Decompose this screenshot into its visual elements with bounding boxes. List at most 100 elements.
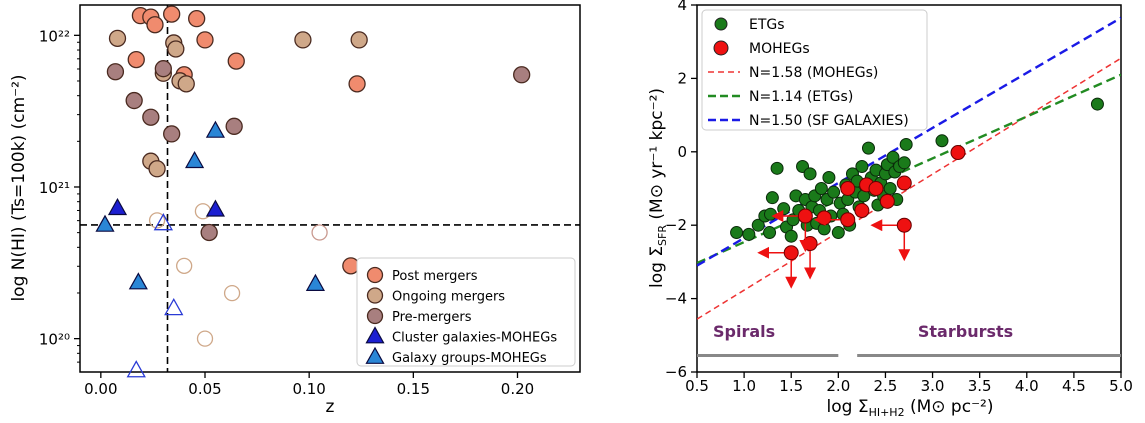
x-tick-label: 0.15: [397, 380, 430, 398]
data-point: [225, 117, 243, 135]
data-point: [127, 50, 145, 69]
etg-point: [751, 218, 765, 232]
moheg-point: [896, 175, 912, 191]
etg-point: [784, 229, 798, 243]
data-point: [146, 16, 164, 34]
data-point: [205, 199, 225, 217]
right-legend-items: ETGs MOHEGs N=1.58 (MOHEGs) N=1.14 (ETGs) N=…: [708, 17, 909, 129]
legend-label: ETGs: [749, 17, 785, 33]
right-plot-frame: [696, 4, 1122, 373]
x-tick-label: 4.5: [1062, 377, 1086, 395]
etg-point: [861, 141, 875, 155]
left-plot-frame: [79, 4, 581, 373]
legend-label: N=1.58 (MOHEGs): [749, 65, 878, 81]
fit-line: [697, 57, 1121, 320]
right-panel: Spirals Starbursts 0.5 1.0 1.5 2.0 2.5 3.0 3.5 4…: [647, 0, 1133, 419]
data-point: [311, 224, 328, 241]
etg-point: [730, 226, 744, 240]
data-point: [348, 75, 366, 93]
left-markers: [95, 5, 531, 378]
data-point: [305, 273, 325, 291]
right-y-axis-label: log ΣSFR (M⊙ yr⁻¹ kpc⁻²): [647, 88, 669, 288]
etg-point: [897, 156, 911, 170]
etg-point: [1090, 97, 1104, 111]
etg-point: [822, 170, 836, 184]
etg-point: [855, 159, 869, 173]
data-point: [148, 160, 166, 178]
etg-point: [814, 182, 828, 195]
right-x-axis-label: log ΣHI+H2 (M⊙ pc⁻²): [827, 397, 994, 419]
y-tick-label: 10²¹: [39, 179, 70, 197]
data-point: [177, 75, 195, 93]
legend-marker: [366, 266, 384, 284]
data-point: [196, 330, 214, 347]
data-point: [167, 40, 185, 58]
x-tick-label: 0.00: [84, 380, 117, 398]
data-point: [188, 9, 206, 28]
legend-label: Cluster galaxies-MOHEGs: [392, 331, 557, 346]
etg-point: [803, 167, 817, 181]
data-point: [294, 31, 312, 49]
etg-point: [883, 182, 897, 195]
data-point: [350, 31, 368, 49]
data-point: [126, 360, 146, 378]
right-legend-box: [701, 9, 928, 131]
legend-marker: [714, 17, 728, 31]
x-tick-label: 2.5: [874, 377, 898, 395]
moheg-point: [840, 181, 856, 196]
moheg-point: [896, 217, 912, 233]
left-x-axis-label: z: [326, 397, 335, 417]
etg-point: [899, 137, 913, 151]
data-point: [128, 272, 148, 290]
y-tick-label: −2: [665, 216, 687, 234]
etg-markers: [730, 97, 1104, 243]
left-y-axis-label: log N(HI) (Ts=100k) (cm⁻²): [9, 74, 29, 301]
starbursts-label: Starbursts: [918, 322, 1013, 341]
spirals-label: Spirals: [713, 322, 775, 341]
y-tick-label: −6: [665, 363, 687, 381]
x-tick-label: 0.05: [188, 380, 221, 398]
etg-point: [770, 161, 784, 175]
y-tick-label: 10²²: [39, 27, 70, 45]
data-point: [148, 212, 166, 229]
right-ticks: 0.5 1.0 1.5 2.0 2.5 3.0 3.5 4.0 4.5 5.0 −6 −4 −2 0 2 4: [665, 0, 1133, 395]
left-legend-items: Post mergers Ongoing mergers Pre-mergers Cl…: [365, 266, 557, 366]
x-tick-label: 0.5: [685, 377, 709, 395]
moheg-point: [950, 145, 966, 161]
moheg-point: [840, 212, 856, 228]
data-point: [205, 120, 225, 138]
data-point: [227, 52, 245, 70]
x-tick-label: 4.0: [1015, 377, 1039, 395]
y-tick-label: 0: [677, 143, 687, 161]
y-tick-label: −4: [665, 290, 687, 308]
right-legend: ETGs MOHEGs N=1.58 (MOHEGs) N=1.14 (ETGs) N=…: [701, 9, 928, 131]
data-point: [164, 297, 184, 316]
legend-label: Post mergers: [392, 269, 478, 284]
legend-label: N=1.14 (ETGs): [749, 89, 853, 105]
data-point: [196, 31, 214, 49]
legend-marker: [365, 346, 385, 364]
moheg-point: [868, 181, 884, 196]
etg-point: [935, 134, 949, 148]
moheg-point: [879, 193, 895, 209]
x-tick-label: 3.0: [921, 377, 945, 395]
legend-marker: [366, 307, 384, 325]
left-legend-box: [356, 257, 576, 367]
data-point: [513, 66, 531, 84]
x-tick-label: 2.0: [826, 377, 850, 395]
etg-point: [763, 207, 777, 221]
moheg-point: [816, 210, 832, 226]
etg-point: [742, 227, 756, 241]
moheg-markers: [757, 145, 966, 289]
etg-point: [827, 185, 841, 199]
data-point: [153, 213, 173, 231]
legend-label: N=1.50 (SF GALAXIES): [749, 113, 909, 129]
y-tick-label: 10²⁰: [39, 331, 70, 349]
x-tick-label: 0.10: [292, 380, 325, 398]
etg-point: [886, 150, 900, 164]
y-tick-label: 4: [677, 0, 687, 14]
etg-point: [765, 191, 779, 205]
left-panel: 0.00 0.05 0.10 0.15 0.20 10²⁰ 10²¹ 10²² z log N…: [9, 4, 581, 417]
data-point: [185, 150, 205, 169]
